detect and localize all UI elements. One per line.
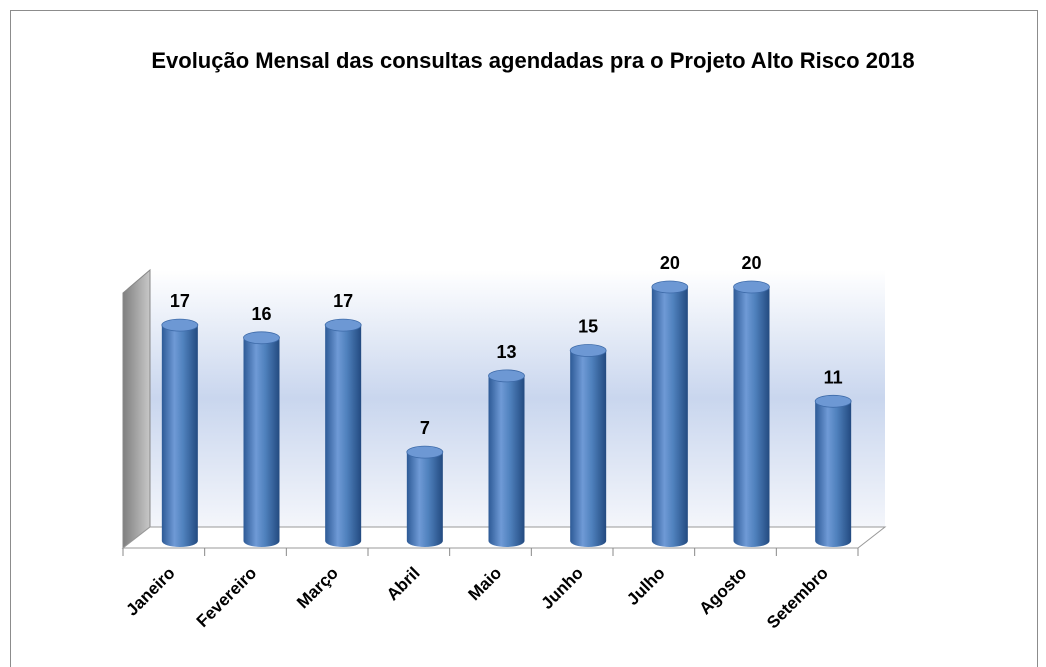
- bar-top: [324, 318, 362, 332]
- x-tick-label: Janeiro: [122, 563, 178, 619]
- bar: [488, 369, 525, 547]
- data-label: 13: [496, 342, 516, 362]
- bar-body: [651, 287, 688, 547]
- side-wall: [122, 268, 151, 550]
- data-label: 20: [660, 253, 680, 273]
- data-label: 20: [741, 253, 761, 273]
- bar-top: [569, 344, 607, 357]
- bar-top: [733, 280, 770, 294]
- x-tick-label: Junho: [537, 563, 586, 612]
- bar-top: [406, 445, 444, 459]
- bar-body: [733, 287, 770, 547]
- bar: [324, 318, 362, 547]
- bar: [569, 344, 607, 547]
- bar: [406, 445, 444, 547]
- x-tick-label: Julho: [623, 563, 668, 608]
- x-tick-label: Fevereiro: [193, 563, 261, 631]
- bar-body: [325, 325, 362, 547]
- data-label: 16: [251, 304, 271, 324]
- x-tick-label: Agosto: [695, 563, 750, 618]
- bar-body: [570, 350, 607, 547]
- bar-top: [161, 318, 199, 332]
- bar: [243, 331, 280, 547]
- x-tick-label: Setembro: [763, 563, 832, 632]
- chart-title: Evolução Mensal das consultas agendadas …: [151, 48, 915, 73]
- bar: [814, 394, 852, 547]
- bar: [733, 280, 770, 547]
- bar-top: [814, 394, 852, 408]
- chart-border: [10, 10, 1038, 667]
- bar-top: [243, 331, 280, 345]
- bar-top: [488, 369, 525, 383]
- bar-body: [243, 337, 280, 547]
- bar-body: [406, 452, 443, 547]
- x-tick-label: Abril: [383, 563, 424, 604]
- data-label: 17: [333, 291, 353, 311]
- bar-body: [488, 375, 525, 547]
- bar: [651, 280, 689, 547]
- bar-body: [161, 325, 198, 547]
- bar-body: [815, 401, 852, 547]
- data-label: 17: [170, 291, 190, 311]
- bar: [161, 318, 199, 547]
- bar-top: [651, 280, 689, 294]
- data-label: 11: [824, 367, 843, 387]
- x-tick-label: Março: [293, 563, 342, 612]
- x-tick-label: Maio: [465, 563, 506, 604]
- data-label: 7: [420, 418, 430, 438]
- data-label: 15: [578, 317, 598, 337]
